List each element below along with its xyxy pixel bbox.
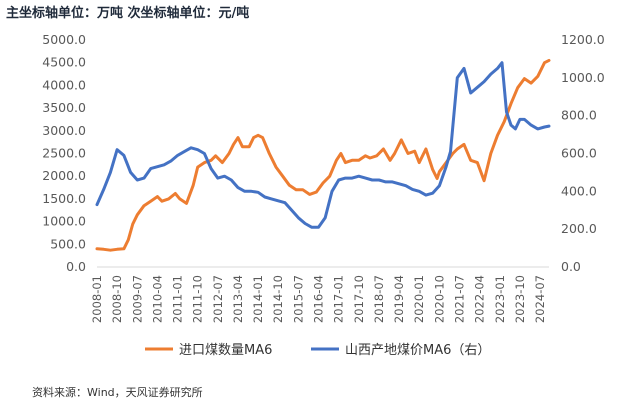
right-tick-label: 800.0 bbox=[561, 108, 597, 123]
x-tick-label: 2010-04 bbox=[150, 275, 164, 323]
source-note: 资料来源：Wind，天风证券研究所 bbox=[32, 386, 203, 399]
x-tick-label: 2024-07 bbox=[533, 275, 547, 323]
left-tick-label: 4500.0 bbox=[42, 55, 86, 70]
left-tick-label: 500.0 bbox=[50, 236, 86, 251]
x-tick-label: 2014-10 bbox=[271, 275, 285, 323]
page-title: 主坐标轴单位：万吨 次坐标轴单位：元/吨 bbox=[6, 6, 250, 21]
x-tick-label: 2022-04 bbox=[473, 275, 487, 323]
x-axis-ticks: 2008-01 2008-10 2009-07 2010-04 2011-01 2011-… bbox=[90, 275, 547, 323]
x-tick-label: 2021-07 bbox=[452, 275, 466, 323]
legend-label: 山西产地煤价MA6（右） bbox=[345, 343, 490, 358]
right-tick-label: 1000.0 bbox=[561, 70, 605, 85]
x-tick-label: 2015-07 bbox=[291, 275, 305, 323]
x-tick-label: 2008-01 bbox=[90, 275, 104, 323]
left-tick-label: 2500.0 bbox=[42, 146, 86, 161]
left-tick-label: 5000.0 bbox=[42, 32, 86, 47]
x-tick-label: 2011-01 bbox=[171, 275, 185, 323]
right-tick-label: 0.0 bbox=[561, 259, 581, 274]
right-tick-label: 1200.0 bbox=[561, 32, 605, 47]
x-tick-label: 2020-01 bbox=[412, 275, 426, 323]
left-tick-label: 2000.0 bbox=[42, 168, 86, 183]
legend-label: 进口煤数量MA6 bbox=[179, 343, 272, 358]
x-tick-label: 2014-01 bbox=[251, 275, 265, 323]
series-lines bbox=[95, 58, 551, 252]
x-tick-label: 2023-10 bbox=[513, 275, 527, 323]
right-tick-label: 200.0 bbox=[561, 221, 597, 236]
x-tick-label: 2008-10 bbox=[110, 275, 124, 323]
left-tick-label: 1000.0 bbox=[42, 214, 86, 229]
x-tick-label: 2016-04 bbox=[312, 275, 326, 323]
right-tick-label: 400.0 bbox=[561, 183, 597, 198]
left-tick-label: 3000.0 bbox=[42, 123, 86, 138]
left-axis-ticks: 0.0 500.0 1000.0 1500.0 2000.0 2500.0 3000.0 35… bbox=[42, 32, 86, 274]
x-tick-label: 2017-10 bbox=[352, 275, 366, 323]
right-tick-label: 600.0 bbox=[561, 146, 597, 161]
left-tick-label: 4000.0 bbox=[42, 77, 86, 92]
x-tick-label: 2013-04 bbox=[231, 275, 245, 323]
x-tick-label: 2011-10 bbox=[191, 275, 205, 323]
left-tick-label: 3500.0 bbox=[42, 100, 86, 115]
series-line bbox=[95, 58, 551, 252]
x-tick-label: 2023-01 bbox=[493, 275, 507, 323]
x-tick-label: 2012-07 bbox=[211, 275, 225, 323]
legend: 进口煤数量MA6 山西产地煤价MA6（右） bbox=[145, 343, 490, 358]
x-tick-label: 2019-04 bbox=[392, 275, 406, 323]
right-axis-ticks: 0.0 200.0 400.0 600.0 800.0 1000.0 1200.0 bbox=[561, 32, 605, 274]
x-tick-label: 2018-07 bbox=[372, 275, 386, 323]
x-tick-label: 2017-01 bbox=[332, 275, 346, 323]
left-tick-label: 0.0 bbox=[66, 259, 86, 274]
x-tick-label: 2009-07 bbox=[130, 275, 144, 323]
x-tick-label: 2020-10 bbox=[432, 275, 446, 323]
series-line bbox=[95, 61, 551, 229]
left-tick-label: 1500.0 bbox=[42, 191, 86, 206]
